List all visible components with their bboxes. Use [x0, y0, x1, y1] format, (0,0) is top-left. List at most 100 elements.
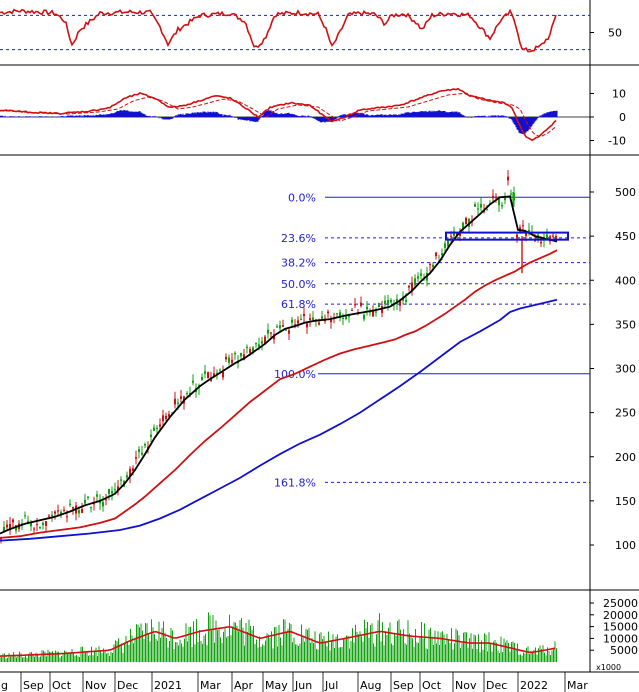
candlestick-body	[213, 373, 215, 377]
candlestick-body	[375, 311, 377, 313]
candlestick-body	[3, 526, 5, 532]
candlestick-body	[81, 508, 83, 514]
candlestick-body	[372, 310, 374, 317]
candlestick-body	[9, 524, 11, 531]
candlestick-body	[126, 475, 128, 478]
candlestick-body	[36, 524, 38, 526]
candlestick-body	[552, 235, 554, 237]
candlestick-body	[39, 526, 41, 529]
candlestick-body	[546, 234, 548, 239]
candlestick-body	[108, 489, 110, 494]
candlestick-body	[420, 273, 422, 276]
candlestick-body	[120, 479, 122, 481]
candlestick-body	[318, 322, 320, 325]
candlestick-body	[141, 452, 143, 455]
candlestick-body	[243, 354, 245, 360]
candlestick-body	[351, 309, 353, 311]
macd-signal-line	[0, 92, 557, 138]
x-tick-label: Jul	[324, 679, 338, 692]
x-tick-label: Oct	[52, 679, 72, 692]
candlestick-body	[30, 521, 32, 527]
candlestick-body	[192, 380, 194, 383]
candlestick-body	[276, 326, 278, 328]
candlestick-body	[390, 299, 392, 303]
candlestick-body	[309, 318, 311, 320]
candlestick-body	[24, 515, 26, 517]
candlestick-body	[264, 336, 266, 344]
price-tick-label: 300	[615, 363, 636, 376]
candlestick-body	[330, 319, 332, 323]
fibonacci-level-label: 38.2%	[281, 257, 316, 270]
candlestick-body	[222, 371, 224, 378]
candlestick-body	[105, 499, 107, 501]
candlestick-body	[486, 209, 488, 211]
volume-tick-label: 5000	[610, 644, 638, 657]
candlestick-body	[129, 468, 131, 477]
candlestick-body	[285, 329, 287, 331]
candlestick-body	[216, 372, 218, 374]
candlestick-body	[360, 302, 362, 306]
candlestick-body	[507, 176, 509, 181]
macd-panel: 10 0 -10	[0, 88, 626, 148]
candlestick-body	[408, 285, 410, 288]
candlestick-body	[504, 196, 506, 201]
candlestick-body	[60, 511, 62, 516]
volume-average-line	[0, 626, 556, 657]
candlestick-body	[345, 315, 347, 319]
candlestick-body	[165, 415, 167, 419]
oscillator-line	[0, 8, 557, 53]
candlestick-body	[234, 352, 236, 355]
candlestick-body	[354, 304, 356, 306]
candlestick-body	[180, 396, 182, 399]
candlestick-body	[525, 233, 527, 237]
candlestick-body	[510, 193, 512, 195]
candlestick-body	[177, 402, 179, 404]
price-tick-label: 400	[615, 274, 636, 287]
candlestick-body	[102, 501, 104, 507]
x-tick-label: Sep	[23, 679, 44, 692]
volume-unit-label: x1000	[596, 663, 621, 672]
candlestick-body	[279, 325, 281, 329]
highlight-box	[445, 231, 569, 241]
x-tick-label: Apr	[234, 679, 254, 692]
candlestick-body	[411, 282, 413, 291]
candlestick-body	[363, 314, 365, 320]
candlestick-body	[267, 329, 269, 334]
candlestick-body	[111, 491, 113, 494]
candlestick-body	[477, 208, 479, 210]
candlestick-body	[453, 231, 455, 236]
candlestick-body	[138, 449, 140, 453]
candlestick-body	[84, 499, 86, 504]
x-tick-label: Oct	[422, 679, 442, 692]
candlestick-body	[270, 332, 272, 334]
candlestick-body	[522, 225, 524, 227]
candlestick-body	[513, 193, 515, 201]
candlestick-body	[45, 521, 47, 526]
candlestick-body	[534, 240, 536, 242]
candlestick-body	[153, 427, 155, 431]
candlestick-body	[225, 357, 227, 360]
candlestick-body	[48, 515, 50, 517]
candlestick-body	[72, 506, 74, 509]
price-tick-label: 250	[615, 407, 636, 420]
volume-tick-label: 10000	[603, 632, 638, 645]
candlestick-body	[516, 234, 518, 239]
x-tick-label: g	[1, 679, 8, 692]
x-tick-label: Dec	[486, 679, 507, 692]
x-tick-label: Mar	[200, 679, 221, 692]
candlestick-body	[66, 516, 68, 518]
macd-tick-label: 0	[619, 111, 626, 124]
candlestick-body	[429, 264, 431, 266]
fibonacci-level-label: 161.8%	[274, 476, 316, 489]
candlestick-body	[321, 316, 323, 319]
candlestick-body	[399, 301, 401, 306]
oscillator-panel: 50	[0, 8, 622, 53]
candlestick-body	[282, 325, 284, 327]
candlestick-body	[342, 317, 344, 319]
candlestick-body	[33, 528, 35, 530]
candlestick-body	[339, 312, 341, 319]
x-tick-label: Nov	[85, 679, 107, 692]
candlestick-body	[288, 330, 290, 334]
